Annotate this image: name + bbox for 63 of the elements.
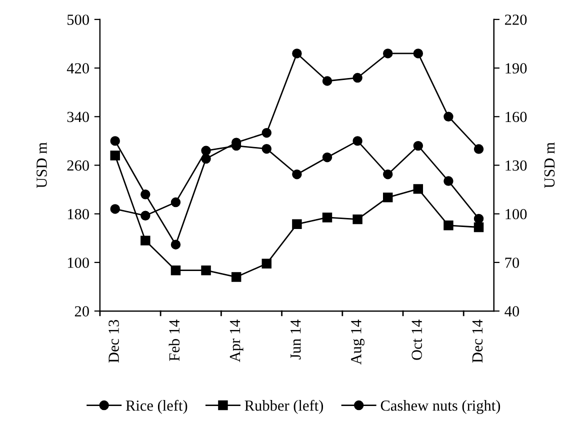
x-tick-label: Aug 14 xyxy=(351,320,364,365)
x-tick-label: Apr 14 xyxy=(230,320,244,362)
y-tick-label: 420 xyxy=(66,63,89,74)
y-tick-label: 260 xyxy=(67,160,89,171)
point xyxy=(292,219,302,230)
point xyxy=(231,272,242,282)
y2-tick-label: 130 xyxy=(506,160,527,171)
y-tick-label: 20 xyxy=(74,306,89,316)
point xyxy=(322,152,332,162)
point xyxy=(322,76,332,86)
x-tick-label: Dec 13 xyxy=(108,320,119,363)
point xyxy=(444,112,454,122)
point xyxy=(413,48,424,58)
point xyxy=(352,214,362,224)
y-tick-label: 500 xyxy=(68,14,89,25)
y-tick-label: 180 xyxy=(68,208,89,220)
y-tick-label: 340 xyxy=(67,112,89,122)
point xyxy=(474,222,484,232)
point xyxy=(140,190,150,200)
point xyxy=(110,204,120,214)
point xyxy=(140,236,150,246)
y2-tick-label: 220 xyxy=(505,14,527,25)
y2-tick-label: 190 xyxy=(506,63,527,74)
y2-tick-label: 70 xyxy=(505,258,520,268)
x-tick-label: Oct 14 xyxy=(412,320,422,360)
point xyxy=(474,144,484,154)
point xyxy=(444,176,454,186)
point xyxy=(382,192,393,202)
point xyxy=(382,48,393,58)
point xyxy=(201,154,211,164)
y2-tick-label: 100 xyxy=(506,208,527,220)
y-tick-label: 100 xyxy=(68,258,89,268)
point xyxy=(292,169,302,180)
point xyxy=(262,144,272,154)
point xyxy=(382,169,393,180)
point xyxy=(170,240,181,250)
y2-tick-label: 40 xyxy=(504,306,520,316)
point xyxy=(110,136,120,146)
point xyxy=(352,72,362,83)
point xyxy=(201,146,211,156)
point xyxy=(110,150,120,160)
x-tick-label: Dec 14 xyxy=(472,320,483,363)
y-axis-title: USD m xyxy=(36,142,47,188)
point xyxy=(262,128,272,138)
point xyxy=(474,214,484,224)
point xyxy=(170,197,181,208)
legend-label: Cashew nuts (right) xyxy=(380,400,500,414)
point xyxy=(413,140,424,151)
x-tick-label: Feb 14 xyxy=(168,320,180,361)
point xyxy=(262,258,272,269)
point xyxy=(292,48,302,58)
point xyxy=(413,184,424,194)
point xyxy=(444,220,454,230)
point xyxy=(170,265,181,276)
x-tick-label: Jun 14 xyxy=(290,320,301,360)
point xyxy=(201,265,211,276)
point xyxy=(140,210,150,221)
legend-label: Rubber (left) xyxy=(244,400,324,414)
legend-label: Rice (left) xyxy=(126,400,188,414)
y2-tick-label: 160 xyxy=(506,112,527,122)
y2-axis-title: USD m xyxy=(544,142,555,188)
point xyxy=(322,212,332,222)
point xyxy=(352,136,362,146)
